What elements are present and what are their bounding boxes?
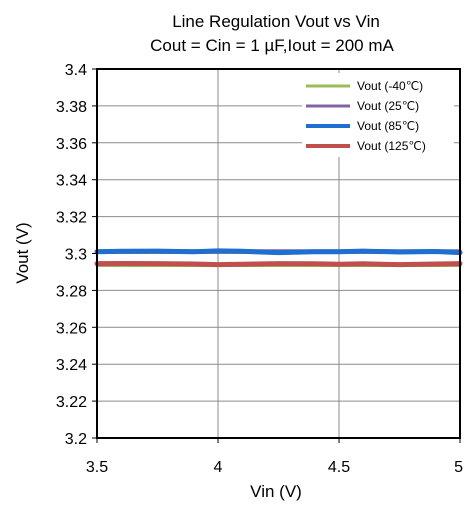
- series-lines: [94, 248, 463, 268]
- y-tick-label: 3.32: [56, 210, 87, 227]
- x-axis-label: Vin (V): [250, 482, 302, 501]
- legend-label: Vout (125℃): [357, 139, 426, 153]
- y-tick-label: 3.4: [65, 62, 87, 79]
- y-tick-label: 3.28: [56, 283, 87, 300]
- y-tick-label: 3.24: [56, 357, 87, 374]
- y-tick-label: 3.22: [56, 394, 87, 411]
- chart-title-line-1: Line Regulation Vout vs Vin: [172, 12, 380, 31]
- x-tick-label: 5: [454, 459, 463, 476]
- legend-label: Vout (85℃): [357, 119, 419, 133]
- x-axis-ticks: 3.5 4 4.5 5: [86, 438, 463, 476]
- y-tick-label: 3.26: [56, 320, 87, 337]
- y-tick-label: 3.3: [65, 247, 87, 264]
- y-tick-label: 3.38: [56, 99, 87, 116]
- x-tick-label: 4.5: [328, 459, 350, 476]
- series-line: [94, 261, 463, 268]
- legend: Vout (-40℃) Vout (25℃) Vout (85℃) Vout (125…: [302, 73, 454, 157]
- y-tick-label: 3.34: [56, 173, 87, 190]
- y-axis-ticks: 3.2 3.22 3.24 3.26 3.28 3.3 3.32 3.34 3.36 3.38 3.…: [56, 62, 97, 448]
- series-line: [94, 248, 463, 256]
- y-axis-label: Vout (V): [13, 222, 32, 283]
- legend-label: Vout (-40℃): [357, 79, 423, 93]
- y-tick-label: 3.36: [56, 136, 87, 153]
- legend-label: Vout (25℃): [357, 99, 419, 113]
- x-tick-label: 4: [214, 459, 223, 476]
- y-tick-label: 3.2: [65, 431, 87, 448]
- x-tick-label: 3.5: [86, 459, 108, 476]
- chart-title-line-2: Cout = Cin = 1 µF,Iout = 200 mA: [150, 36, 394, 55]
